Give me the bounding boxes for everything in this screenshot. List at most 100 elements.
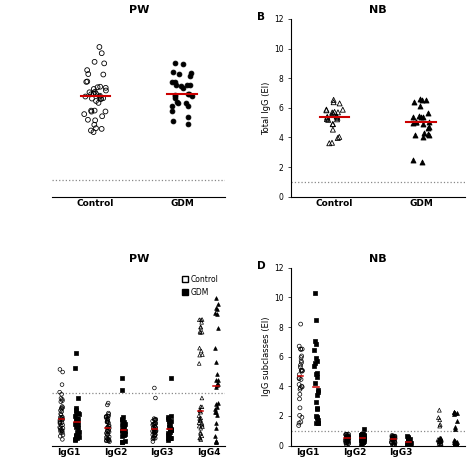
- Point: [73, 415, 81, 422]
- Point: [167, 417, 174, 424]
- Point: [391, 437, 398, 445]
- Point: [212, 437, 220, 445]
- Point: [451, 440, 459, 448]
- Point: [212, 383, 220, 391]
- Point: [82, 93, 89, 100]
- Point: [199, 351, 206, 358]
- Point: [329, 126, 337, 133]
- Point: [57, 394, 65, 402]
- Point: [357, 436, 365, 444]
- Point: [58, 381, 66, 388]
- Point: [358, 430, 365, 438]
- Point: [357, 436, 365, 444]
- Point: [172, 94, 179, 101]
- Point: [333, 116, 341, 123]
- Point: [56, 418, 64, 426]
- Point: [56, 419, 64, 427]
- Point: [345, 438, 352, 445]
- Point: [103, 418, 111, 426]
- Point: [343, 433, 350, 441]
- Point: [212, 309, 219, 316]
- Point: [419, 134, 427, 141]
- Point: [104, 417, 111, 424]
- Point: [418, 158, 426, 165]
- Point: [150, 425, 157, 432]
- Point: [328, 111, 336, 119]
- Point: [196, 328, 204, 335]
- Point: [437, 421, 444, 428]
- Point: [297, 418, 305, 426]
- Point: [360, 435, 368, 443]
- Point: [388, 438, 395, 446]
- Point: [185, 90, 193, 98]
- Point: [314, 387, 321, 394]
- Point: [436, 438, 444, 446]
- Point: [452, 439, 460, 447]
- Point: [415, 112, 423, 120]
- Point: [343, 437, 350, 445]
- Point: [295, 381, 303, 388]
- Point: [314, 369, 321, 377]
- Point: [103, 430, 111, 438]
- Point: [358, 438, 366, 445]
- Point: [103, 427, 111, 435]
- Point: [359, 438, 367, 446]
- Point: [343, 433, 351, 440]
- Point: [314, 419, 321, 427]
- Point: [342, 431, 349, 438]
- Point: [119, 421, 127, 428]
- Point: [344, 434, 351, 442]
- Point: [74, 421, 82, 428]
- Point: [298, 359, 305, 366]
- Point: [324, 116, 332, 124]
- Point: [57, 415, 65, 422]
- Point: [342, 439, 350, 447]
- Point: [312, 370, 319, 378]
- Point: [312, 398, 320, 406]
- Point: [91, 117, 99, 124]
- Point: [59, 436, 66, 443]
- Point: [91, 121, 98, 128]
- Point: [326, 139, 333, 147]
- Point: [358, 439, 366, 447]
- Point: [72, 410, 80, 417]
- Point: [169, 118, 176, 125]
- Point: [167, 434, 174, 441]
- Point: [359, 438, 366, 446]
- Point: [169, 102, 176, 110]
- Point: [453, 417, 461, 424]
- Point: [360, 426, 367, 433]
- Point: [357, 431, 365, 439]
- Point: [196, 406, 204, 414]
- Point: [345, 435, 353, 442]
- Point: [75, 433, 82, 441]
- Point: [74, 432, 82, 439]
- Point: [330, 96, 337, 104]
- Point: [150, 420, 158, 428]
- Point: [121, 420, 129, 428]
- Point: [418, 114, 425, 121]
- Point: [197, 323, 204, 331]
- Point: [151, 416, 158, 424]
- Point: [96, 92, 104, 100]
- Point: [345, 434, 352, 441]
- Point: [165, 417, 173, 424]
- Point: [149, 438, 157, 446]
- Point: [357, 431, 365, 439]
- Point: [84, 116, 91, 124]
- Point: [437, 437, 444, 444]
- Point: [120, 413, 128, 420]
- Point: [196, 344, 203, 352]
- Point: [172, 81, 180, 89]
- Point: [57, 398, 64, 405]
- Point: [196, 351, 203, 359]
- Point: [450, 441, 457, 448]
- Point: [59, 424, 67, 432]
- Point: [213, 403, 220, 410]
- Point: [59, 431, 67, 439]
- Point: [104, 428, 111, 435]
- Point: [452, 439, 460, 447]
- Y-axis label: Total IgG (EI): Total IgG (EI): [262, 81, 271, 135]
- Point: [121, 438, 128, 445]
- Point: [151, 432, 158, 439]
